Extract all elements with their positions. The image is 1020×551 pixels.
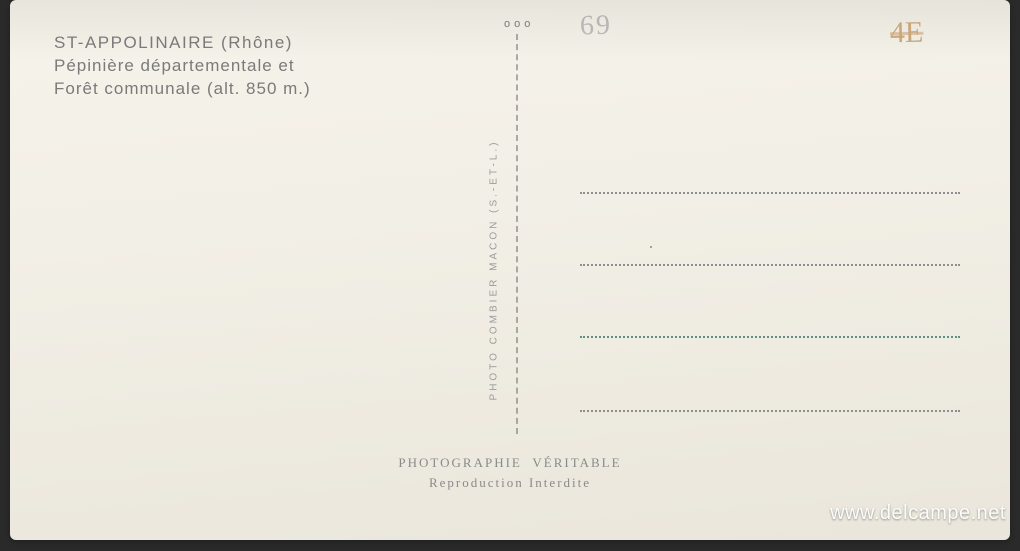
caption-line-1: ST-APPOLINAIRE (Rhône) bbox=[54, 32, 311, 55]
divider-top-marker: ooo bbox=[504, 18, 534, 30]
place-name: ST-APPOLINAIRE bbox=[54, 33, 215, 52]
handwritten-4e-text: 4E bbox=[890, 16, 924, 50]
caption-line-2: Pépinière départementale et bbox=[54, 55, 311, 78]
publisher-imprint: PHOTO COMBIER MACON (S.-ET-L.) bbox=[489, 140, 500, 401]
footer-word-veritable: ÉRITABLE bbox=[544, 455, 622, 470]
speck-icon bbox=[650, 246, 652, 248]
address-line-2 bbox=[580, 264, 960, 266]
address-line-4 bbox=[580, 410, 960, 412]
address-line-1 bbox=[580, 192, 960, 194]
location-caption: ST-APPOLINAIRE (Rhône) Pépinière départe… bbox=[54, 32, 311, 101]
place-region: (Rhône) bbox=[215, 33, 293, 52]
address-line-3 bbox=[580, 336, 960, 338]
handwritten-price: 4E bbox=[890, 16, 924, 51]
footer-initial-p: P bbox=[398, 455, 407, 470]
handwritten-69: 69 bbox=[579, 9, 612, 42]
center-divider bbox=[516, 34, 518, 434]
footer-reproduction: Reproduction Interdite bbox=[429, 475, 591, 490]
footer-initial-v: V bbox=[532, 455, 543, 470]
caption-line-3: Forêt communale (alt. 850 m.) bbox=[54, 78, 311, 101]
footer-smallprint: PHOTOGRAPHIE VÉRITABLE Reproduction Inte… bbox=[10, 453, 1010, 492]
postcard-back: ST-APPOLINAIRE (Rhône) Pépinière départe… bbox=[10, 0, 1010, 540]
footer-word-photographie: HOTOGRAPHIE bbox=[408, 455, 527, 470]
